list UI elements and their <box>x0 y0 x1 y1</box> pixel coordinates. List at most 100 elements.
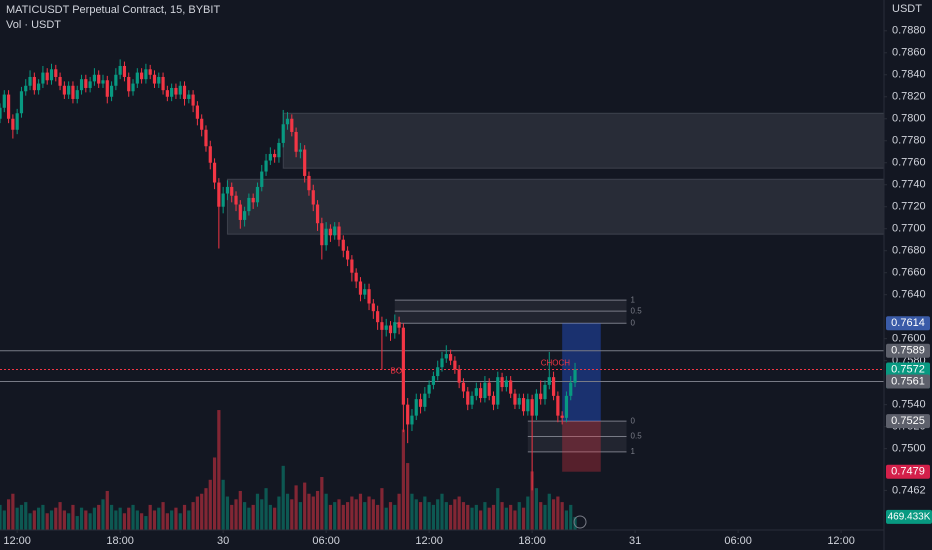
candle-body <box>294 131 298 152</box>
volume-bar <box>273 507 277 530</box>
candle-body <box>427 384 431 394</box>
candle-body <box>92 74 97 82</box>
volume-bar <box>114 510 118 530</box>
volume-bar <box>122 513 127 530</box>
candle-body <box>418 399 423 407</box>
candle-body <box>517 398 521 405</box>
volume-bar <box>97 504 101 530</box>
candle-body <box>466 391 470 405</box>
axis-label: USDT <box>892 3 922 15</box>
volume-bar <box>393 504 397 530</box>
volume-bar <box>534 488 539 530</box>
volume-bar <box>448 504 453 530</box>
volume-bar <box>285 493 290 530</box>
candle-body <box>268 153 272 161</box>
volume-bar <box>509 504 513 530</box>
volume-bar <box>45 513 49 530</box>
candle-body <box>448 354 453 361</box>
candle-body <box>45 72 49 81</box>
candle-body <box>367 289 371 304</box>
candle-body <box>569 382 573 396</box>
volume-bar <box>260 499 264 530</box>
candle-body <box>230 186 234 196</box>
candle-body <box>204 129 208 147</box>
candle-body <box>397 322 401 328</box>
volume-bar <box>251 504 255 530</box>
x-tick-label: 12:00 <box>415 535 443 547</box>
volume-bar <box>238 490 242 530</box>
volume-bar <box>67 513 71 530</box>
price-tag <box>886 316 930 331</box>
candle-body <box>225 186 230 194</box>
volume-bar <box>15 507 19 530</box>
volume-bar <box>453 499 457 530</box>
x-tick-label: 31 <box>629 535 641 547</box>
candle-body <box>487 382 491 396</box>
candle-body <box>200 118 204 130</box>
volume-bar <box>6 499 11 530</box>
volume-bar <box>2 510 6 530</box>
y-tick-label: 0.7740 <box>892 179 926 191</box>
candle-body <box>221 193 225 207</box>
candle-body <box>208 146 212 163</box>
chart-title: MATICUSDT Perpetual Contract, 15, BYBIT <box>6 4 220 16</box>
volume-bar <box>105 490 109 530</box>
volume-bar <box>479 510 483 530</box>
candle-body <box>521 398 526 412</box>
candle-body <box>15 113 19 130</box>
y-tick-label: 0.7462 <box>892 484 926 496</box>
candle-body <box>547 377 551 385</box>
candle-body <box>79 79 84 91</box>
candle-body <box>88 81 92 88</box>
volume-bar <box>92 507 97 530</box>
volume-bar <box>118 507 122 530</box>
volume-bar <box>294 485 298 530</box>
volume-bar <box>131 504 135 530</box>
candle-body <box>388 325 393 334</box>
candle-body <box>354 272 358 282</box>
supply-zone <box>226 178 885 235</box>
candle-body <box>307 175 311 191</box>
y-tick-label: 0.7840 <box>892 69 926 81</box>
volume-bar <box>37 507 41 530</box>
volume-bar <box>157 507 161 530</box>
volume-bar <box>75 516 79 530</box>
volume-bar <box>530 471 534 530</box>
y-tick-label: 0.7820 <box>892 91 926 103</box>
volume-bar <box>28 513 32 530</box>
candle-body <box>191 94 195 106</box>
volume-bar <box>311 496 315 530</box>
icon <box>573 515 587 529</box>
volume-bar <box>191 502 195 530</box>
volume-bar <box>144 516 148 530</box>
fib-label: 0.5 <box>631 432 643 441</box>
candle-body <box>152 74 157 84</box>
candle-body <box>62 85 66 95</box>
volume-bar <box>187 510 191 530</box>
candle-body <box>496 377 500 405</box>
volume-bar <box>380 488 384 530</box>
volume-bar <box>170 510 174 530</box>
candle-body <box>564 395 569 418</box>
volume-bar <box>281 465 285 530</box>
candle-body <box>504 380 508 388</box>
candle-body <box>114 74 118 86</box>
volume-bar <box>431 504 436 530</box>
candle-body <box>551 377 556 396</box>
volume-bar <box>88 513 92 530</box>
candle-body <box>97 74 101 84</box>
price-tag-label: 0.7561 <box>891 375 925 387</box>
candle-body <box>560 415 564 418</box>
candle-body <box>28 76 32 86</box>
volume-bar <box>54 507 58 530</box>
candle-body <box>148 69 152 75</box>
x-tick-label: 18:00 <box>106 535 134 547</box>
candle-body <box>543 384 547 400</box>
volume-bar <box>328 504 333 530</box>
volume-bar <box>101 499 105 530</box>
candle-body <box>440 358 444 368</box>
candle-body <box>350 259 354 273</box>
candle-body <box>118 65 122 75</box>
candle-body <box>75 90 79 99</box>
